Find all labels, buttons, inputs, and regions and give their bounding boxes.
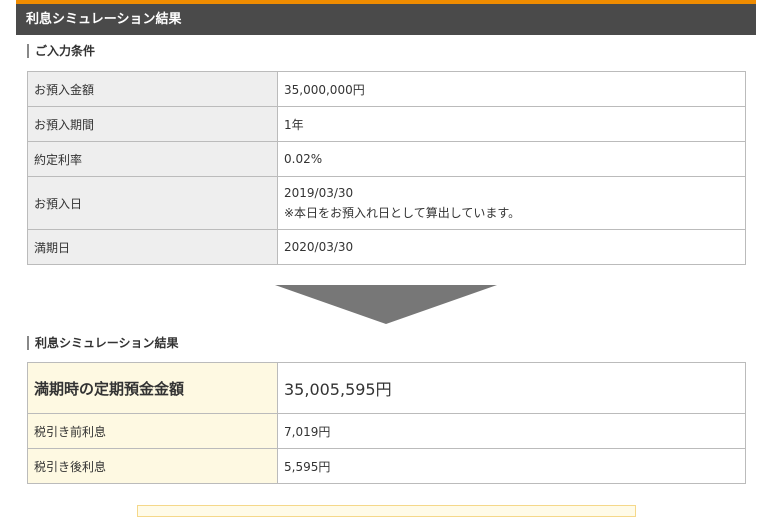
input-table: お預入金額 35,000,000円 お預入期間 1年 約定利率 0.02% お預入日 2… (27, 71, 746, 265)
input-heading: ご入力条件 (27, 44, 95, 58)
table-row: お預入期間 1年 (27, 106, 746, 142)
down-arrow-icon (275, 285, 497, 324)
table-row: 満期時の定期預金金額 35,005,595円 (27, 362, 746, 414)
row-value: 1年 (277, 106, 746, 142)
row-label: 約定利率 (27, 141, 278, 177)
row-value: 35,000,000円 (277, 71, 746, 107)
row-value: 35,005,595円 (277, 362, 746, 414)
row-value: 5,595円 (277, 448, 746, 484)
page-header: 利息シミュレーション結果 (16, 0, 756, 35)
row-label: お預入期間 (27, 106, 278, 142)
table-row: 税引き後利息 5,595円 (27, 448, 746, 484)
row-label: お預入日 (27, 176, 278, 230)
table-row: 約定利率 0.02% (27, 141, 746, 177)
row-label: 満期時の定期預金金額 (27, 362, 278, 414)
table-row: お預入日 2019/03/30 ※本日をお預入れ日として算出しています。 (27, 176, 746, 230)
row-label: 税引き前利息 (27, 413, 278, 449)
row-label: 税引き後利息 (27, 448, 278, 484)
row-value: 7,019円 (277, 413, 746, 449)
result-heading: 利息シミュレーション結果 (27, 336, 179, 350)
row-label: 満期日 (27, 229, 278, 265)
result-table: 満期時の定期預金金額 35,005,595円 税引き前利息 7,019円 税引き後利… (27, 362, 746, 484)
row-value: 0.02% (277, 141, 746, 177)
table-row: お預入金額 35,000,000円 (27, 71, 746, 107)
deposit-date: 2019/03/30 (284, 185, 354, 200)
deposit-date-note: ※本日をお預入れ日として算出しています。 (284, 205, 521, 220)
row-label: お預入金額 (27, 71, 278, 107)
notice-box (137, 505, 636, 517)
table-row: 税引き前利息 7,019円 (27, 413, 746, 449)
table-row: 満期日 2020/03/30 (27, 229, 746, 265)
row-value: 2019/03/30 ※本日をお預入れ日として算出しています。 (277, 176, 746, 230)
row-value: 2020/03/30 (277, 229, 746, 265)
